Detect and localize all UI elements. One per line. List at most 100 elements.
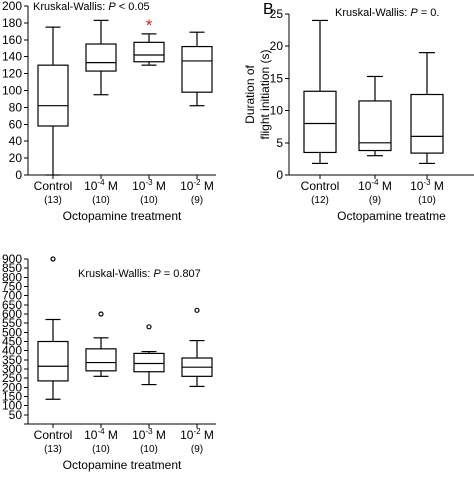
category-base: 10 [132, 179, 146, 193]
y-tick-label: 250 [2, 371, 22, 385]
category-base: 10 [180, 179, 194, 193]
category-base: Control [34, 428, 73, 442]
y-tick-label: 800 [2, 270, 22, 284]
category-exponent: -3 [145, 178, 153, 187]
boxplot-3 [181, 307, 213, 388]
kruskal-wallis-annotation: Kruskal-Wallis: P = 0. [335, 7, 439, 19]
y-tick-label: 0 [15, 168, 22, 182]
outlier-point [50, 256, 56, 262]
sample-size-label: (13) [44, 444, 62, 455]
sample-size-label: (10) [92, 444, 110, 455]
y-tick-label: 20 [270, 39, 284, 53]
category-base: Control [34, 179, 73, 193]
x-category-label: Control [301, 179, 340, 193]
iqr-box [410, 93, 444, 154]
category-base: Control [301, 179, 340, 193]
panel-a: 0 20 40 60 80 100 120 140 160 180 200 Control (13) 10… [2, 0, 216, 223]
boxplot-3 [181, 31, 213, 107]
x-category-label: 10-3 M [410, 178, 444, 193]
x-category-label: 10-3 M [132, 427, 166, 442]
y-tick-label: 550 [2, 316, 22, 330]
y-tick-label: 100 [2, 84, 22, 98]
y-tick-label: 450 [2, 335, 22, 349]
category-exponent: -2 [193, 178, 201, 187]
y-tick-label: 750 [2, 280, 22, 294]
iqr-box [37, 340, 69, 382]
outlier-point [146, 324, 152, 330]
x-category-label: 10-4 M [358, 178, 392, 193]
y-tick-label: 850 [2, 261, 22, 275]
y-tick-label: 100 [2, 399, 22, 413]
y-tick-label: 40 [9, 134, 23, 148]
y-tick-label: 200 [2, 0, 22, 13]
y-tick-label: 300 [2, 362, 22, 376]
y-tick-label: 900 [2, 252, 22, 266]
sample-size-label: (10) [140, 195, 158, 206]
boxplot-1 [85, 19, 117, 96]
y-tick-label: 5 [276, 136, 283, 150]
y-tick-label: 50 [9, 408, 23, 422]
y-tick-label: 0 [276, 168, 283, 182]
y-tick-label: 80 [9, 100, 23, 114]
category-exponent: -4 [371, 178, 379, 187]
annotation-p-symbol: P [108, 1, 116, 13]
category-exponent: -2 [193, 427, 201, 436]
iqr-box [37, 64, 69, 127]
sample-size-label: (10) [140, 444, 158, 455]
x-category-label: 10-4 M [84, 427, 118, 442]
category-unit: M [153, 179, 166, 193]
boxplot-2 [410, 52, 444, 165]
iqr-box [85, 348, 117, 372]
category-base: 10 [410, 179, 424, 193]
category-unit: M [379, 179, 392, 193]
iqr-box [133, 352, 165, 373]
significance-asterisk: * [146, 16, 153, 35]
sample-size-label: (13) [44, 195, 62, 206]
category-unit: M [105, 179, 118, 193]
y-axis-title-line2: flight initiation (s) [258, 49, 272, 139]
category-unit: M [105, 428, 118, 442]
category-exponent: -4 [97, 427, 105, 436]
x-axis-title: Octopamine treatment [63, 209, 182, 223]
annotation-p-symbol: P [153, 268, 161, 280]
category-base: 10 [358, 179, 372, 193]
y-tick-label: 700 [2, 289, 22, 303]
y-tick-label: 60 [9, 117, 23, 131]
y-tick-label: 500 [2, 325, 22, 339]
category-exponent: -3 [145, 427, 153, 436]
x-category-label: Control [34, 428, 73, 442]
y-tick-label: 200 [2, 380, 22, 394]
y-tick-label: 180 [2, 16, 22, 30]
annotation-p-symbol: P [410, 7, 418, 19]
category-base: 10 [84, 428, 98, 442]
panel-c: 5010015020025030035040045050055060065070… [2, 252, 216, 472]
kruskal-wallis-annotation: Kruskal-Wallis: P < 0.05 [33, 1, 150, 13]
annotation-prefix: Kruskal-Wallis: [33, 1, 108, 13]
y-tick-label: 140 [2, 50, 22, 64]
boxplot-2 [133, 324, 165, 386]
sample-size-label: (10) [92, 195, 110, 206]
kruskal-wallis-annotation: Kruskal-Wallis: P = 0.807 [78, 268, 201, 280]
x-category-label: 10-3 M [132, 178, 166, 193]
annotation-relation: = 0. [418, 7, 440, 19]
y-tick-label: 10 [270, 104, 284, 118]
category-unit: M [431, 179, 444, 193]
x-category-label: 10-2 M [180, 178, 214, 193]
sample-size-label: (9) [191, 444, 203, 455]
y-tick-label: 160 [2, 33, 22, 47]
y-tick-label: 350 [2, 353, 22, 367]
iqr-box [303, 90, 337, 154]
y-tick-label: 25 [270, 7, 284, 21]
category-exponent: -4 [97, 178, 105, 187]
x-category-label: Control [34, 179, 73, 193]
category-unit: M [201, 428, 214, 442]
y-tick-label: 150 [2, 390, 22, 404]
annotation-prefix: Kruskal-Wallis: [78, 268, 153, 280]
boxplot-0 [37, 256, 69, 400]
sample-size-label: (12) [311, 195, 329, 206]
category-base: 10 [180, 428, 194, 442]
boxplot-0 [303, 19, 337, 165]
